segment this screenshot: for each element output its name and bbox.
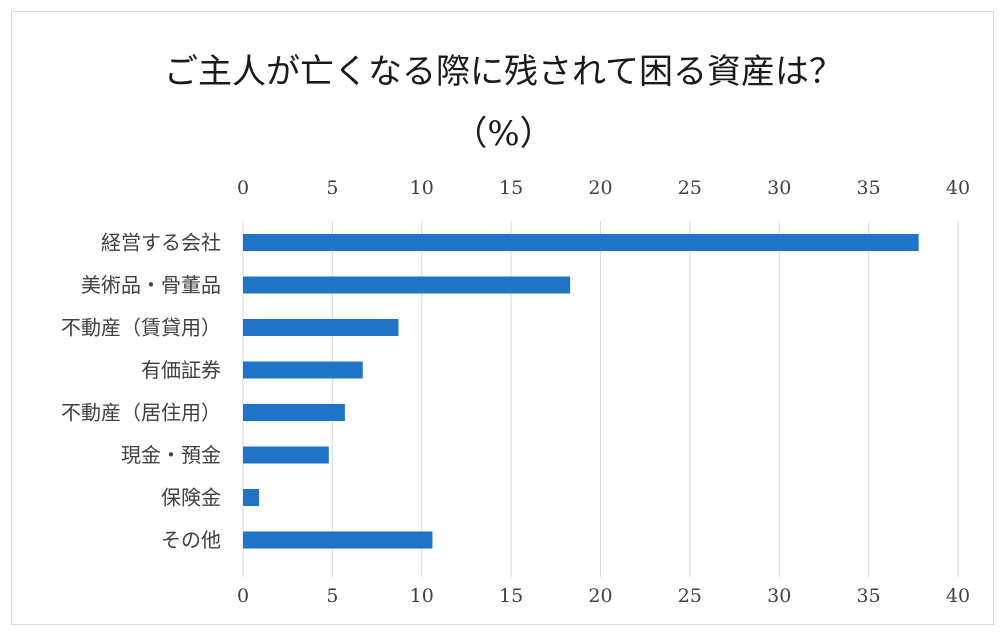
x-tick-label-bottom: 30	[767, 585, 791, 607]
x-tick-label-bottom: 20	[588, 585, 612, 607]
category-label: 不動産（賃貸用）	[61, 316, 221, 340]
x-tick-label-bottom: 5	[326, 585, 338, 607]
x-tick-label-bottom: 15	[499, 585, 523, 607]
x-tick-label-top: 10	[410, 177, 434, 199]
bar	[243, 276, 571, 294]
chart-title: ご主人が亡くなる際に残されて困る資産は？	[164, 52, 843, 92]
bar	[243, 404, 345, 421]
x-tick-label-top: 35	[857, 177, 881, 199]
x-tick-label-bottom: 25	[678, 585, 702, 607]
category-label: 経営する会社	[101, 231, 221, 255]
category-label: 有価証券	[141, 358, 221, 382]
x-tick-label-bottom: 0	[237, 585, 249, 607]
bar	[243, 446, 329, 464]
category-label: 保険金	[161, 486, 221, 510]
bar	[243, 531, 433, 549]
category-label: 美術品・骨董品	[81, 273, 221, 297]
x-tick-label-top: 40	[946, 177, 970, 199]
x-tick-label-top: 0	[237, 177, 249, 199]
x-tick-label-bottom: 10	[410, 585, 434, 607]
x-tick-label-top: 30	[767, 177, 791, 199]
chart-area: ご主人が亡くなる際に残されて困る資産は？ （%） 0 0 5 5 10 10 15 15 20 2…	[11, 11, 994, 625]
bar	[243, 234, 919, 251]
x-tick-label-bottom: 35	[857, 585, 881, 607]
bar	[243, 319, 399, 336]
x-tick-label-bottom: 40	[946, 585, 970, 607]
x-tick-label-top: 25	[678, 177, 702, 199]
chart-subtitle: （%）	[453, 114, 554, 154]
bar	[243, 361, 363, 379]
x-tick-label-top: 20	[588, 177, 612, 199]
x-tick-label-top: 5	[326, 177, 338, 199]
category-label: その他	[161, 528, 221, 552]
bar	[243, 489, 260, 506]
x-tick-label-top: 15	[499, 177, 523, 199]
bar-chart-plot: 0 0 5 5 10 10 15 15 20 20 25 25 30 30 35 35 40 40 経営する会社美術…	[61, 177, 970, 607]
category-label: 不動産（居住用）	[61, 401, 221, 425]
category-label: 現金・預金	[121, 443, 221, 467]
